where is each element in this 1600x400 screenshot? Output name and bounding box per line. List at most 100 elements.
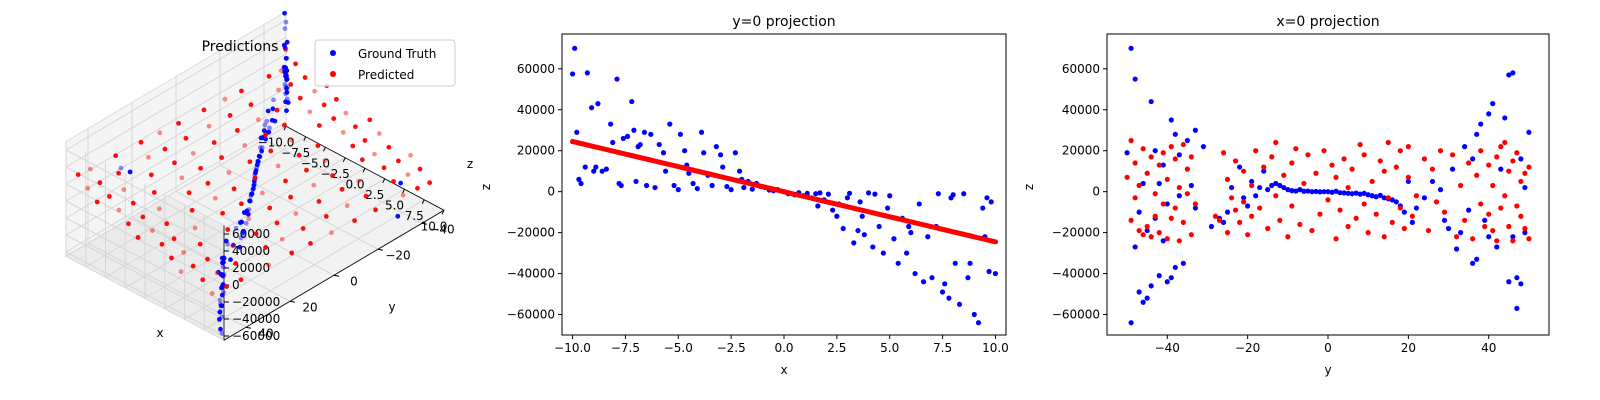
predicted-point-3d [212, 195, 218, 201]
x0-predicted-point [1180, 219, 1186, 225]
x0-ground-truth-point [1458, 230, 1464, 236]
predicted-point-3d [230, 243, 236, 249]
ground-truth-point-3d [270, 106, 276, 112]
y0-ground-truth-point [660, 150, 667, 156]
x0-ground-truth-point [1337, 190, 1343, 196]
predicted-point-3d [200, 277, 206, 283]
x0-predicted-point [1405, 174, 1411, 180]
ground-truth-point-3d [217, 309, 223, 315]
y0-predicted-point [992, 239, 999, 245]
y0-ground-truth-point [834, 213, 840, 219]
predicted-point-3d [121, 187, 127, 192]
x0-ground-truth-point [1249, 178, 1255, 185]
x0-ground-truth-point [1144, 295, 1150, 301]
x0-predicted-point [1518, 178, 1524, 185]
x0-ground-truth-point [1313, 188, 1319, 195]
predicted-point-3d [315, 143, 321, 149]
x0-ground-truth-point [1285, 187, 1291, 193]
predicted-point-3d [405, 172, 411, 177]
predicted-point-3d [289, 250, 295, 256]
x0-predicted-point [1176, 238, 1182, 244]
x0-plot-frame [1106, 33, 1550, 336]
x0-predicted-point [1212, 213, 1219, 219]
legend-box [314, 39, 456, 87]
y0-ground-truth-point [912, 270, 918, 277]
x0-ground-truth-point [1305, 188, 1311, 194]
x-tick-3d [323, 147, 326, 152]
x0-predicted-point [1216, 217, 1223, 223]
x0-ground-truth-point [1474, 131, 1480, 137]
x0-ground-truth-point [1357, 191, 1363, 197]
x0-predicted-point [1152, 191, 1158, 197]
y-tick-label-3d: 0 [350, 274, 358, 288]
y0-ground-truth-point [717, 152, 724, 158]
x0-ground-truth-point [1128, 320, 1134, 326]
y0-ground-truth-point [624, 133, 631, 139]
y0-ground-truth-point [950, 192, 956, 198]
y0-ground-truth-point [749, 186, 755, 192]
ground-truth-point-3d [398, 180, 404, 186]
x0-ground-truth-point [1466, 207, 1472, 213]
ground-truth-point-3d [217, 297, 223, 303]
predicted-point-3d [268, 148, 274, 154]
y0-ground-truth-point [671, 182, 677, 189]
x0-predicted-point [1321, 148, 1327, 154]
grid-line [65, 19, 287, 151]
x-tick-label-3d: 2.5 [365, 188, 384, 202]
y0-ground-truth-point [595, 101, 601, 107]
legend-label-predicted: Predicted [358, 68, 414, 82]
grid-line [65, 104, 287, 236]
x0-ground-truth-point [1160, 162, 1166, 168]
x-tick-label-3d: 0.0 [345, 177, 364, 191]
x0-ground-truth-point [1453, 246, 1460, 252]
predicted-point-3d [214, 270, 220, 276]
ground-truth-point-3d [271, 97, 276, 103]
predicted-point-3d [400, 192, 406, 198]
predicted-point-3d [220, 210, 226, 216]
x0-ground-truth-point [1373, 194, 1379, 200]
ground-truth-point-3d [221, 255, 227, 261]
y0-x-tick-label: −10.0 [554, 341, 591, 355]
y0-ground-truth-point [891, 236, 897, 242]
x0-ground-truth-point [1441, 217, 1448, 223]
x0-ground-truth-point [1224, 209, 1231, 215]
predicted-point-3d [222, 96, 228, 102]
grid-line [65, 251, 225, 337]
ground-truth-point-3d [241, 210, 247, 215]
y0-ground-truth-point [599, 168, 605, 174]
y0-y-tick-label: 20000 [517, 144, 555, 158]
predicted-point-3d [148, 172, 154, 178]
x0-x-tick-label: −20 [1235, 341, 1260, 355]
x0-predicted-point [1224, 230, 1231, 236]
x0-predicted-point [1313, 170, 1319, 176]
y0-y-tick-label: 40000 [517, 103, 555, 117]
x0-ground-truth-point [1200, 144, 1207, 150]
x0-predicted-point [1132, 195, 1138, 201]
x0-predicted-point [1373, 211, 1379, 217]
predicted-point-3d [116, 207, 122, 213]
y0-ground-truth-point [846, 190, 853, 196]
x0-predicted-point [1257, 205, 1263, 211]
x0-predicted-point [1482, 223, 1488, 230]
x0-predicted-point [1136, 182, 1142, 189]
x0-y-tick-label: 40000 [1062, 103, 1100, 117]
x0-predicted-point [1128, 217, 1134, 223]
x0-predicted-point [1506, 223, 1512, 230]
x0-predicted-point [1232, 158, 1239, 164]
predicted-point-3d [372, 151, 377, 157]
ground-truth-point-3d [230, 242, 236, 248]
predicted-point-3d [276, 87, 281, 93]
x0-predicted-point [1494, 238, 1500, 244]
x0-ground-truth-point [1128, 45, 1134, 51]
axis-label-x-y0-projection: x [780, 363, 787, 377]
predicted-point-3d [242, 143, 248, 148]
ground-truth-point-3d [282, 43, 287, 49]
y0-ground-truth-point [582, 164, 588, 170]
x0-x-tick-label: 0 [1324, 341, 1332, 355]
predicted-point-3d [331, 116, 337, 122]
ground-truth-point-3d [118, 165, 124, 171]
axis-label-z-x0-projection: z [1022, 184, 1036, 190]
x0-predicted-point [1289, 160, 1295, 166]
y0-x-tick-label: 10.0 [982, 341, 1009, 355]
y0-ground-truth-point [942, 281, 948, 287]
